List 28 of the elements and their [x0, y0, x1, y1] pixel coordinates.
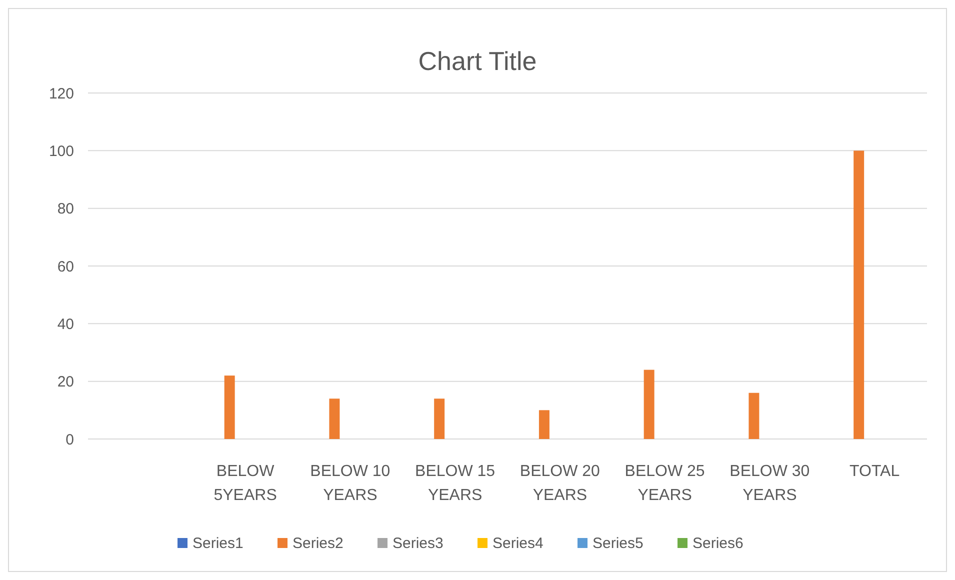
y-tick-label: 20: [57, 374, 74, 391]
legend-label: Series1: [192, 535, 244, 552]
y-tick-label: 80: [57, 200, 74, 218]
legend-label: Series2: [292, 535, 344, 552]
legend-label: Series6: [692, 535, 744, 552]
bar: [748, 392, 760, 439]
bar: [434, 398, 445, 439]
x-tick-label: BELOW 30 YEARS: [730, 463, 810, 504]
x-tick-label: BELOW 25 YEARS: [624, 463, 705, 504]
bar: [329, 398, 340, 439]
x-tick-label: BELOW 20 YEARS: [520, 463, 600, 504]
y-tick-label: 100: [48, 142, 74, 160]
bar: [538, 410, 550, 439]
legend-label: Series5: [592, 535, 644, 552]
x-tick-label: BELOW 15 YEARS: [415, 463, 496, 504]
x-tick-label: BELOW 5YEARS: [214, 463, 277, 504]
bar: [854, 150, 864, 439]
y-tick-label: 120: [48, 85, 74, 102]
y-tick-label: 40: [57, 316, 74, 333]
legend-label: Series3: [392, 535, 444, 552]
bar: [644, 370, 654, 439]
x-tick-label: TOTAL: [850, 463, 900, 480]
bar: [224, 376, 235, 439]
chart-title: Chart Title: [418, 46, 537, 76]
y-tick-label: 0: [66, 431, 74, 448]
y-tick-label: 60: [57, 258, 74, 276]
legend-label: Series4: [492, 535, 544, 552]
x-tick-label: BELOW 10 YEARS: [310, 463, 390, 504]
